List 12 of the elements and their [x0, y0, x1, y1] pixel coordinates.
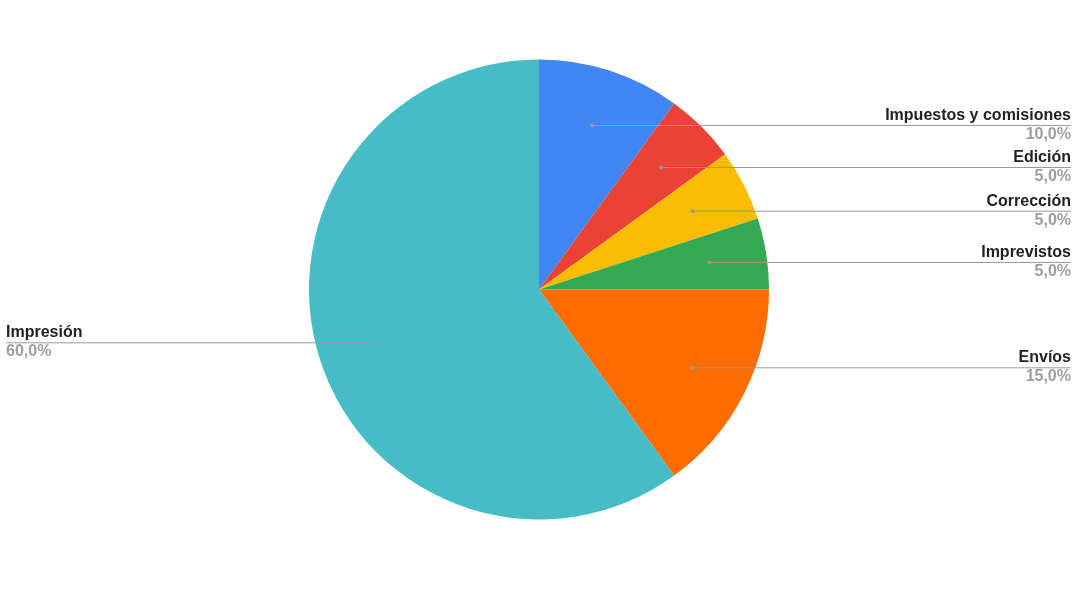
- data-label: 5,0%: [1034, 210, 1071, 228]
- slice-label: Corrección: [986, 191, 1071, 209]
- data-label: 60,0%: [6, 342, 52, 360]
- slice-label: Impresión: [6, 323, 83, 341]
- slice-label: Imprevistos: [981, 242, 1072, 260]
- data-label: 5,0%: [1034, 261, 1071, 279]
- slice-label: Envíos: [1018, 348, 1072, 366]
- data-label: 10,0%: [1025, 124, 1071, 142]
- data-label: 15,0%: [1025, 367, 1071, 385]
- slice-label: Impuestos y comisiones: [885, 105, 1072, 123]
- slice-label: Edición: [1013, 147, 1071, 165]
- data-label: 5,0%: [1034, 166, 1071, 184]
